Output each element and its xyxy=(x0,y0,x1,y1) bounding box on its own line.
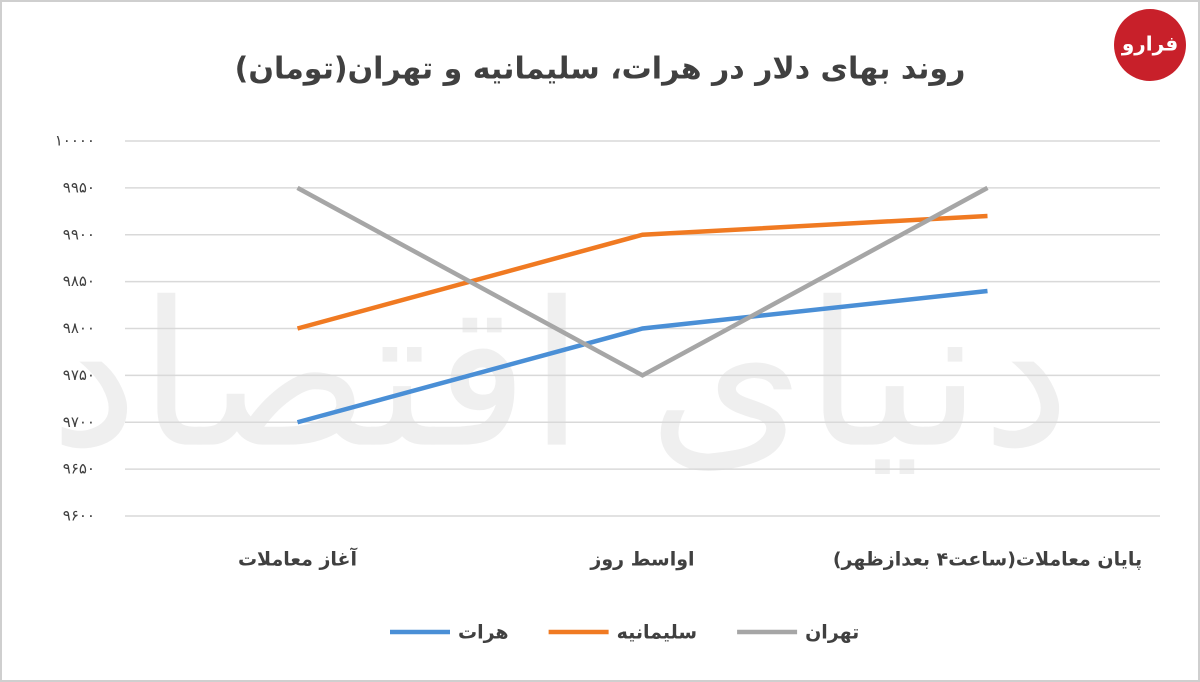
y-tick-label: ۹۷۰۰ xyxy=(63,413,95,431)
y-tick-label: ۹۸۵۰ xyxy=(63,272,95,290)
y-tick-label: ۹۶۰۰ xyxy=(63,507,95,525)
y-tick-label: ۹۷۵۰ xyxy=(63,366,95,384)
legend-label: تهران xyxy=(805,622,859,644)
series-line xyxy=(296,185,989,378)
x-tick-label: آغاز معاملات xyxy=(238,547,358,571)
x-tick-label: اواسط روز xyxy=(589,549,694,571)
legend-label: سلیمانیه xyxy=(617,622,697,644)
watermark: دنیای اقتصاد xyxy=(49,260,1070,493)
legend-label: هرات xyxy=(458,622,509,644)
y-tick-label: ۹۸۰۰ xyxy=(63,319,95,337)
y-tick-label: ۱۰۰۰۰ xyxy=(55,132,95,150)
series-line xyxy=(296,213,988,331)
logo: فرارو xyxy=(1121,32,1178,56)
y-tick-label: ۹۹۰۰ xyxy=(63,225,95,243)
y-tick-label: ۹۶۵۰ xyxy=(63,460,95,478)
logo-badge xyxy=(1114,9,1186,81)
y-tick-label: ۹۹۵۰ xyxy=(63,178,95,196)
x-tick-label: پایان معاملات(ساعت۴ بعدازظهر) xyxy=(833,549,1142,571)
series-line xyxy=(296,288,988,425)
chart-title: روند بهای دلار در هرات، سلیمانیه و تهران… xyxy=(235,52,966,87)
